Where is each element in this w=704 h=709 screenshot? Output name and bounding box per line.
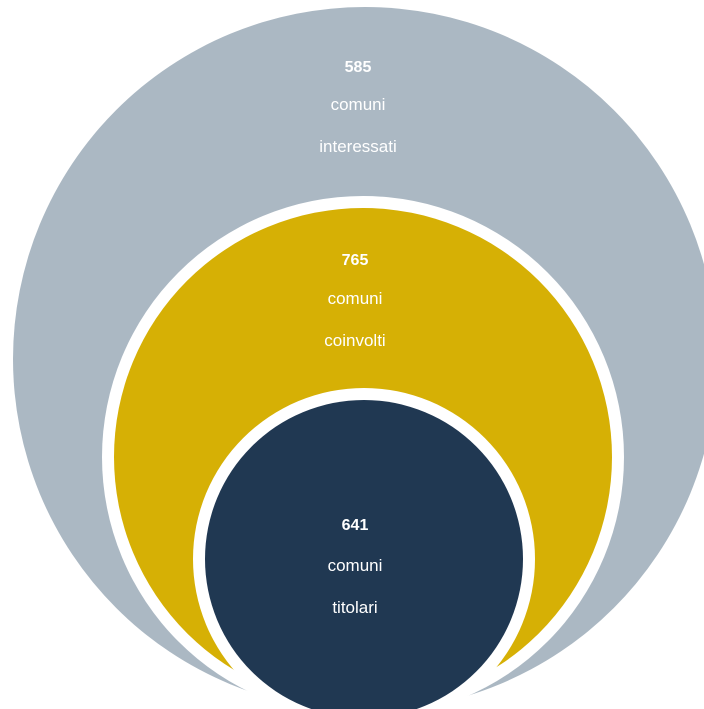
inner-circle-line2: titolari	[332, 598, 378, 617]
middle-circle-value: 765	[341, 252, 369, 269]
outer-circle-value: 585	[344, 59, 372, 76]
middle-circle-line1: comuni	[327, 289, 383, 308]
outer-circle-line1: comuni	[330, 95, 386, 114]
middle-circle-line2: coinvolti	[324, 331, 386, 350]
inner-circle	[205, 400, 523, 709]
outer-circle-line2: interessati	[319, 137, 397, 156]
inner-circle-line1: comuni	[327, 556, 383, 575]
inner-circle-value: 641	[341, 517, 369, 534]
